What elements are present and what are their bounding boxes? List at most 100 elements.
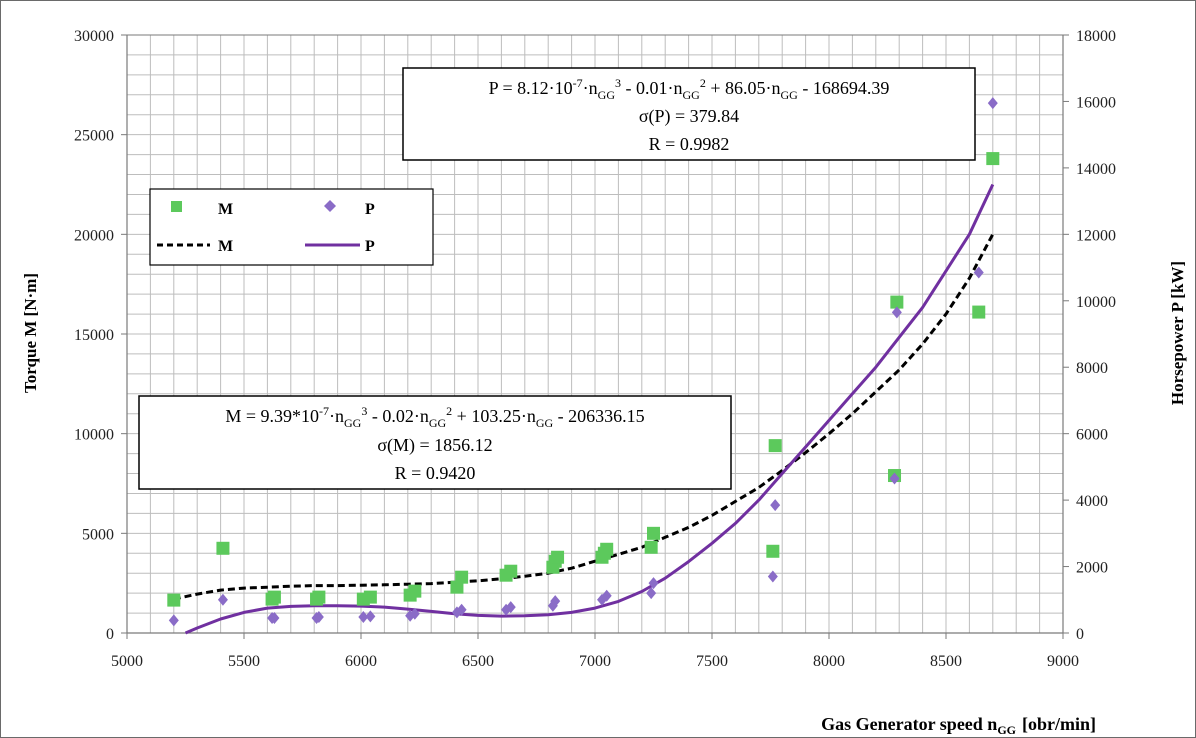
equation-subscript: GG [536, 416, 554, 430]
point-m [450, 580, 464, 594]
fit-line-p [184, 183, 995, 635]
p-equation-formula: P = 8.12·10-7·nGG3 - 0.01·nGG2 + 86.05·n… [489, 76, 890, 102]
point-m [986, 152, 1000, 166]
point-p [550, 595, 561, 608]
equation-text: ·n [329, 406, 344, 426]
equation-text: - 0.01·n [621, 78, 683, 98]
y-left-tick-label: 25000 [74, 128, 114, 145]
y-left-tick-label: 20000 [74, 227, 114, 244]
point-p [217, 593, 228, 606]
point-m [551, 550, 565, 564]
y-right-tick-label: 10000 [1076, 294, 1116, 311]
x-axis-label-unit: [obr/min] [1022, 714, 1096, 734]
point-m [267, 590, 281, 604]
legend-m-marker [171, 201, 182, 212]
equation-text: + 103.25·n [452, 406, 536, 426]
legend-p-fit-label: P [365, 238, 375, 255]
equation-supscript: -7 [319, 404, 329, 418]
point-m [504, 564, 518, 578]
legend-p-marker [324, 200, 336, 212]
legend-m-fit-label: M [218, 238, 233, 255]
equation-text: - 0.02·n [367, 406, 429, 426]
data-points [167, 97, 1000, 627]
equation-subscript: GG [598, 88, 616, 102]
m-equation-sigma: σ(M) = 1856.12 [377, 435, 492, 456]
point-p [973, 266, 984, 279]
point-m [766, 544, 780, 558]
x-tick-label: 5000 [111, 653, 143, 670]
y-right-tick-label: 6000 [1076, 427, 1108, 444]
y-right-tick-label: 12000 [1076, 227, 1116, 244]
legend: M P M P [149, 188, 434, 266]
equation-subscript: GG [683, 88, 701, 102]
equation-subscript: GG [344, 416, 362, 430]
equation-text: ·n [583, 78, 598, 98]
fit-line-m [173, 233, 995, 601]
p-equation-r: R = 0.9982 [649, 134, 730, 154]
point-p [313, 611, 324, 624]
y-right-tick-label: 2000 [1076, 560, 1108, 577]
fit-lines [173, 183, 995, 635]
y-right-tick-label: 0 [1076, 626, 1084, 643]
point-p [269, 612, 280, 625]
y-right-tick-labels: 0 2000 4000 6000 8000 10000 12000 14000 16000 180… [1076, 28, 1116, 643]
y-right-tick-label: 18000 [1076, 28, 1116, 45]
x-axis-label-subscript: GG [997, 723, 1016, 737]
point-m [972, 305, 986, 319]
y-left-tick-label: 30000 [74, 28, 114, 45]
legend-p-points-label: P [365, 201, 375, 218]
x-tick-labels: 5000 5500 6000 6500 7000 7500 8000 8500 9000 [111, 653, 1079, 670]
equation-supscript: 3 [615, 76, 621, 90]
p-equation-frame [402, 67, 976, 161]
m-equation-formula: M = 9.39*10-7·nGG3 - 0.02·nGG2 + 103.25·… [225, 404, 644, 430]
point-p [358, 611, 369, 624]
p-equation-box: P = 8.12·10-7·nGG3 - 0.01·nGG2 + 86.05·n… [402, 67, 976, 161]
point-p [601, 589, 612, 602]
x-tick-label: 9000 [1047, 653, 1079, 670]
point-p [456, 603, 467, 616]
y-right-tick-label: 4000 [1076, 493, 1108, 510]
point-p [409, 607, 420, 620]
y-left-tick-label: 10000 [74, 427, 114, 444]
equation-subscript: GG [429, 416, 447, 430]
x-tick-label: 7000 [579, 653, 611, 670]
equation-text: P = 8.12·10 [489, 78, 573, 98]
point-p [770, 499, 781, 512]
equation-text: σ(P) = 379.84 [639, 106, 739, 127]
equation-supscript: -7 [573, 76, 583, 90]
equation-text: - 168694.39 [798, 78, 890, 98]
y-right-tick-label: 8000 [1076, 360, 1108, 377]
point-p [767, 570, 778, 583]
y-right-axis-label: Horsepower P [kW] [1168, 261, 1187, 405]
point-m [455, 570, 469, 584]
point-m [312, 590, 326, 604]
point-m [890, 295, 904, 309]
equation-supscript: 2 [700, 76, 706, 90]
x-tick-label: 6000 [345, 653, 377, 670]
m-equation-r: R = 0.9420 [395, 463, 476, 483]
x-tick-label: 6500 [462, 653, 494, 670]
point-m [216, 541, 230, 555]
y-left-tick-label: 5000 [82, 526, 114, 543]
equation-text: R = 0.9982 [649, 134, 730, 154]
point-m [644, 540, 658, 554]
chart-axes [121, 34, 1069, 639]
equation-text: σ(M) = 1856.12 [377, 435, 492, 456]
equation-supscript: 3 [361, 404, 367, 418]
equation-text: - 206336.15 [553, 406, 645, 426]
point-p [891, 306, 902, 319]
y-left-axis-label: Torque M [N·m] [21, 273, 40, 393]
legend-m-points-label: M [218, 201, 233, 218]
equation-supscript: 2 [446, 404, 452, 418]
x-tick-label: 7500 [696, 653, 728, 670]
y-left-tick-labels: 0 5000 10000 15000 20000 25000 30000 [74, 28, 114, 643]
equation-text: R = 0.9420 [395, 463, 476, 483]
point-p [646, 587, 657, 600]
point-m [408, 584, 422, 598]
m-equation-frame [138, 395, 732, 490]
equation-text: + 86.05·n [706, 78, 781, 98]
point-p [889, 472, 900, 485]
equation-text: M = 9.39*10 [225, 406, 319, 426]
point-p [648, 577, 659, 590]
